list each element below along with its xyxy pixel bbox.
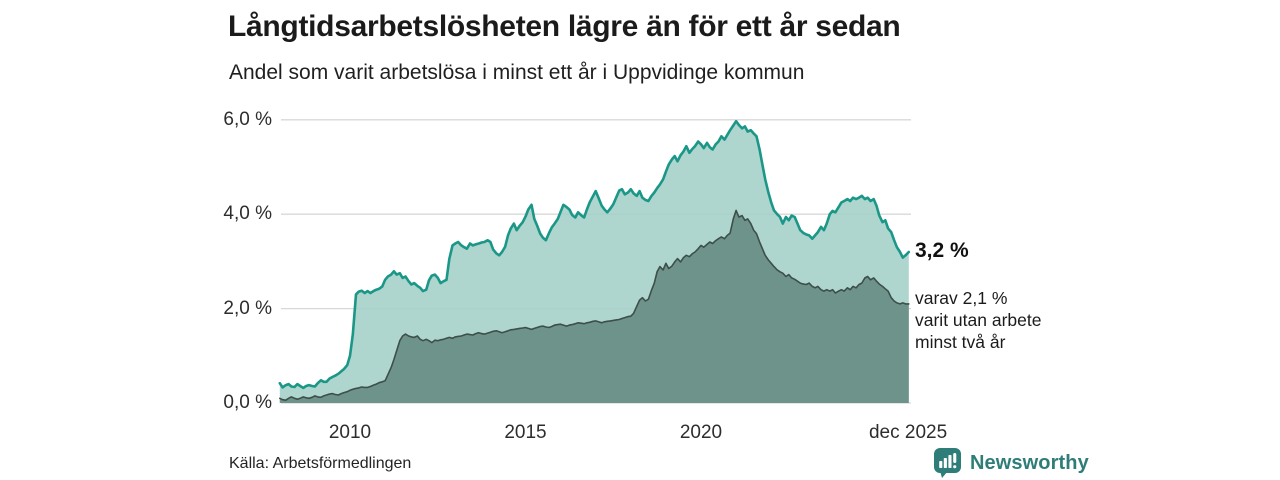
y-tick-label: 4,0 % [223, 203, 272, 225]
trend-line-series-1 [278, 119, 911, 390]
x-tick-label: 2015 [504, 422, 547, 443]
y-tick-label: 0,0 % [223, 392, 272, 413]
endpoint-secondary-label: varav 2,1 % varit utan arbete minst två … [915, 287, 1085, 353]
brand-logo: Newsworthy [933, 447, 1089, 479]
source-credit: Källa: Arbetsförmedlingen [229, 455, 412, 472]
page-title: Långtidsarbetslösheten lägre än för ett … [228, 10, 901, 43]
endpoint-value-label: 3,2 % [915, 238, 969, 262]
secondary-label-line: varit utan arbete [915, 309, 1042, 330]
x-tick-label: 2020 [679, 422, 723, 443]
newsworthy-barchart-bubble-icon [934, 448, 961, 478]
trend-line-series-2 [279, 209, 910, 401]
secondary-label-line: minst två år [915, 331, 1006, 352]
y-tick-label: 2,0 % [223, 297, 272, 319]
y-tick-label: 6,0 % [223, 108, 272, 130]
x-tick-label: 2010 [328, 422, 372, 443]
chart-subtitle: Andel som varit arbetslösa i minst ett å… [229, 61, 805, 84]
brand-name: Newsworthy [970, 451, 1089, 474]
series-layer [278, 119, 911, 403]
area-fill-series-2 [279, 210, 909, 403]
secondary-label-line: varav 2,1 % [915, 287, 1008, 308]
x-tick-label: dec 2025 [868, 422, 948, 443]
